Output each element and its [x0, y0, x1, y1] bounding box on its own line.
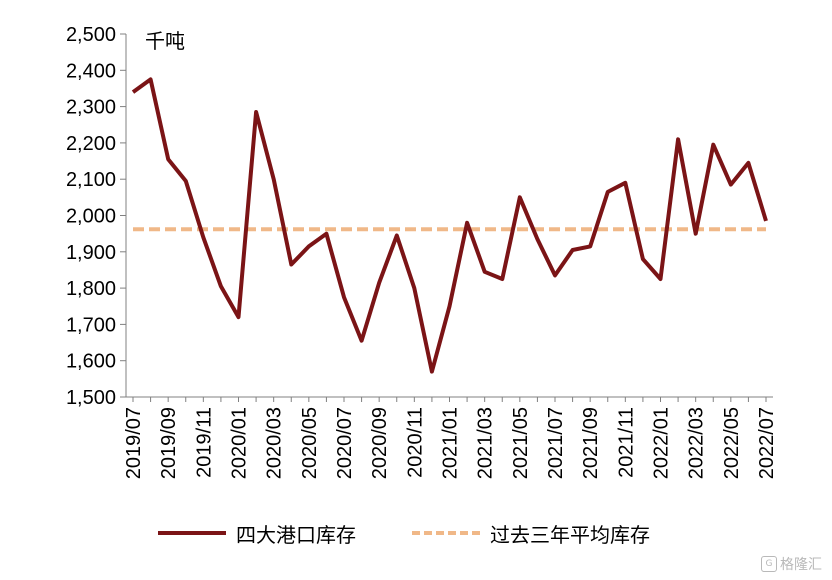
- watermark: G 格隆汇: [761, 554, 822, 574]
- x-tick-label: 2021/05: [510, 407, 532, 479]
- x-tick-label: 2019/11: [193, 407, 215, 478]
- x-tick-label: 2020/11: [404, 407, 426, 478]
- y-tick-label: 1,900: [66, 242, 116, 264]
- y-tick-label: 2,200: [66, 133, 116, 155]
- legend-label: 过去三年平均库存: [490, 522, 650, 547]
- legend: 四大港口库存 过去三年平均库存: [0, 515, 832, 551]
- x-tick-label: 2022/01: [651, 407, 673, 479]
- x-tick-label: 2022/07: [756, 407, 778, 479]
- x-tick-label: 2021/03: [475, 407, 497, 479]
- x-tick-label: 2020/03: [264, 407, 286, 479]
- line-chart: 1,500 1,600 1,700 1,800 1,900 2,000 2,100 2,200…: [66, 24, 778, 479]
- legend-swatch-solid: [158, 531, 226, 535]
- x-tick-label: 2021/07: [545, 407, 567, 479]
- x-tick-label: 2021/01: [440, 407, 462, 479]
- legend-label: 四大港口库存: [236, 522, 356, 547]
- y-tick-label: 2,500: [66, 24, 116, 46]
- x-tick-label: 2022/03: [686, 407, 708, 479]
- x-tick-label: 2020/01: [229, 407, 251, 479]
- y-tick-label: 2,400: [66, 60, 116, 82]
- y-unit-label: 千吨: [145, 29, 185, 53]
- x-tick-label: 2019/09: [158, 407, 180, 479]
- y-tick-label: 1,700: [66, 314, 116, 336]
- legend-item-port-inventory: 四大港口库存: [158, 515, 356, 551]
- x-axis: 2019/07 2019/09 2019/11 2020/01 2020/03 2020/…: [123, 396, 778, 479]
- x-tick-label: 2020/07: [334, 407, 356, 479]
- y-tick-label: 2,300: [66, 97, 116, 119]
- y-tick-label: 2,000: [66, 206, 116, 228]
- legend-swatch-dashed: [412, 531, 480, 535]
- x-tick-label: 2020/05: [299, 407, 321, 479]
- y-tick-label: 1,600: [66, 351, 116, 373]
- x-tick-label: 2022/05: [721, 407, 743, 479]
- watermark-text: 格隆汇: [780, 557, 822, 573]
- y-axis: 1,500 1,600 1,700 1,800 1,900 2,000 2,100 2,200…: [66, 24, 127, 409]
- x-tick-label: 2020/09: [369, 407, 391, 479]
- y-tick-label: 2,100: [66, 169, 116, 191]
- series-line-port-inventory: [131, 77, 768, 374]
- y-tick-label: 1,500: [66, 387, 116, 409]
- x-tick-label: 2019/07: [123, 407, 145, 479]
- series-layer: [131, 77, 768, 374]
- y-tick-label: 1,800: [66, 278, 116, 300]
- legend-item-three-year-average: 过去三年平均库存: [412, 515, 650, 551]
- x-tick-label: 2021/09: [580, 407, 602, 479]
- x-tick-label: 2021/11: [615, 407, 637, 478]
- watermark-logo-icon: G: [761, 556, 777, 572]
